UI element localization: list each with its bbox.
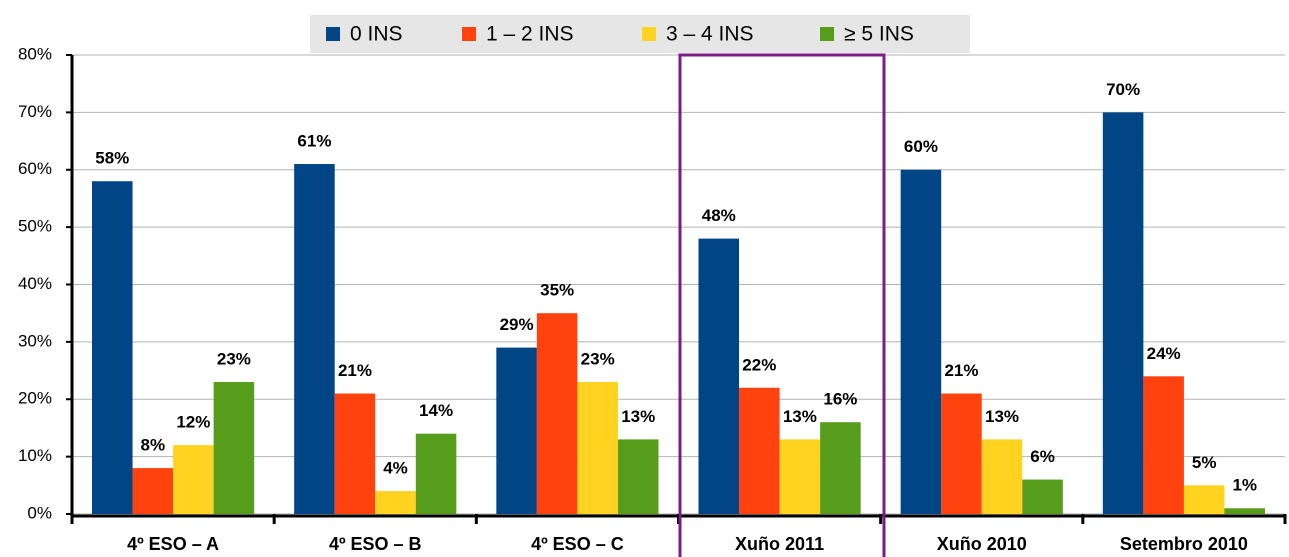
y-tick-label: 10% [18,446,52,465]
legend-swatch [820,27,834,41]
value-label: 16% [823,390,857,409]
bar [1022,479,1063,514]
value-label: 70% [1106,80,1140,99]
y-tick-label: 80% [18,44,52,63]
bar [820,422,861,514]
value-label: 21% [338,361,372,380]
bar [577,382,618,514]
bar [92,181,133,514]
bar [1143,376,1184,514]
bar [739,387,780,514]
value-label: 23% [217,350,251,369]
value-label: 35% [540,281,574,300]
y-tick-label: 70% [18,102,52,121]
legend-swatch [462,27,476,41]
y-tick-label: 40% [18,274,52,293]
y-tick-label: 30% [18,331,52,350]
value-label: 61% [297,131,331,150]
value-label: 58% [95,149,129,168]
value-label: 13% [783,407,817,426]
legend-label: ≥ 5 INS [844,23,914,46]
y-tick-label: 0% [27,503,52,522]
legend-background [310,15,970,53]
x-tick-label: Xuño 2010 [937,534,1027,554]
value-label: 23% [581,350,615,369]
bar [617,439,659,514]
value-label: 13% [985,407,1019,426]
value-label: 12% [176,413,210,432]
y-tick-label: 60% [18,159,52,178]
bar [173,445,214,514]
legend-swatch [642,27,656,41]
bar [1102,112,1144,514]
bar [1224,508,1265,514]
x-tick-label: 4º ESO – C [531,534,624,554]
bar [132,468,174,514]
value-label: 22% [742,355,776,374]
bar [698,238,740,514]
value-label: 48% [702,206,736,225]
value-label: 21% [944,361,978,380]
highlight-box [678,53,886,557]
x-tick-label: 4º ESO – B [329,534,422,554]
value-label: 60% [904,137,938,156]
x-tick-label: Xuño 2011 [735,534,824,554]
value-label: 8% [141,436,166,455]
bar [941,393,982,514]
bar [536,313,578,514]
legend-label: 3 – 4 INS [666,23,754,46]
legend-label: 1 – 2 INS [486,23,574,46]
y-tick-label: 50% [18,217,52,236]
bar [375,491,416,514]
bar [294,164,335,514]
bar [981,439,1023,514]
x-tick-label: 4º ESO – A [127,534,219,554]
value-label: 13% [621,407,655,426]
value-label: 4% [383,459,408,478]
bar [415,433,457,514]
value-label: 24% [1147,344,1181,363]
x-tick-label: Setembro 2010 [1120,534,1248,554]
value-label: 1% [1232,476,1257,495]
bar [1183,485,1225,514]
value-label: 14% [419,401,453,420]
bar [900,169,942,514]
legend-swatch [326,27,340,41]
bar [334,393,376,514]
bar [779,439,821,514]
bar [496,347,537,514]
value-label: 6% [1030,447,1055,466]
bar [213,382,255,514]
legend-label: 0 INS [350,23,403,46]
y-tick-label: 20% [18,389,52,408]
value-label: 29% [500,315,534,334]
value-label: 5% [1192,453,1217,472]
